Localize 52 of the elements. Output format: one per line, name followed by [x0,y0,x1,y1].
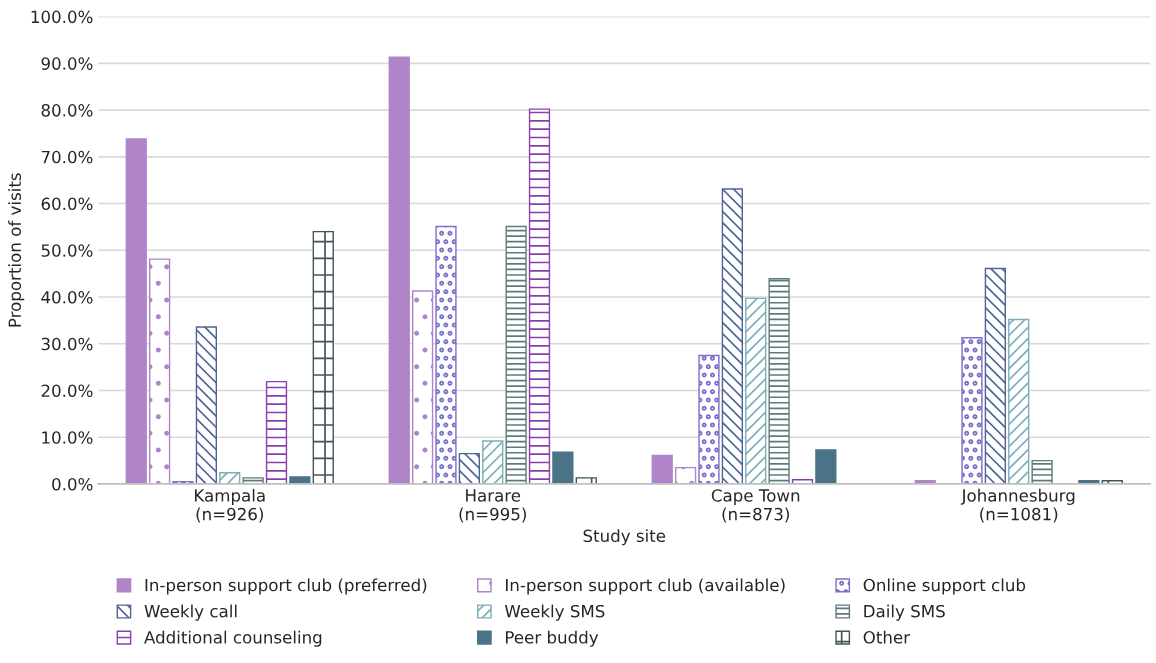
x-tick-label: Cape Town (n=873) [711,489,800,523]
y-tick-label: 100.0% [31,10,93,24]
legend-label: Daily SMS [864,604,945,621]
bar [1008,318,1030,484]
bar [289,476,311,484]
legend-label: Other [863,630,911,644]
bar [768,278,790,484]
bar [125,138,147,484]
bar [219,472,241,484]
x-axis-title: Study site [583,529,666,546]
bar [651,454,673,484]
legend-label: Online support club [863,578,1026,595]
bar [458,452,480,484]
bar [552,451,574,484]
bar [721,188,743,484]
bar [505,225,527,484]
legend-label: In-person support club (available) [506,578,785,595]
bar [984,267,1006,484]
bar [411,290,434,484]
y-tick-label: 80.0% [41,104,93,117]
x-tick-label: Harare (n=995) [459,489,526,523]
bar [195,326,218,484]
bar [1031,459,1053,484]
y-tick-label: 10.0% [42,431,93,444]
y-tick-label: 40.0% [41,290,93,304]
bar [388,56,410,484]
y-tick-label: 60.0% [41,197,93,211]
y-tick-label: 90.0% [41,57,93,70]
bar [312,230,334,484]
bar [528,108,551,484]
bar [482,440,504,484]
legend-label: Additional counseling [144,630,322,647]
y-tick-label: 0.0% [52,477,93,491]
bar [745,297,767,484]
legend-label: Peer buddy [506,630,599,647]
bar [698,354,720,484]
y-tick-label: 20.0% [41,384,93,398]
x-tick-label: Kampala (n=926) [195,488,265,523]
y-tick-label: 30.0% [41,337,93,351]
bar [961,336,983,484]
y-tick-label: 70.0% [41,150,93,164]
legend-label: Weekly SMS [504,604,605,621]
y-axis-title: Proportion of visits [8,173,25,327]
bar [148,258,171,484]
bar [435,225,457,484]
legend-label: In-person support club (preferred) [145,578,427,595]
bar [674,466,697,484]
bar [265,380,288,484]
bar [815,449,837,484]
y-tick-label: 50.0% [41,244,93,257]
x-tick-label: Johannesburg (n=1081) [960,488,1075,523]
legend-label: Weekly call [144,604,237,621]
